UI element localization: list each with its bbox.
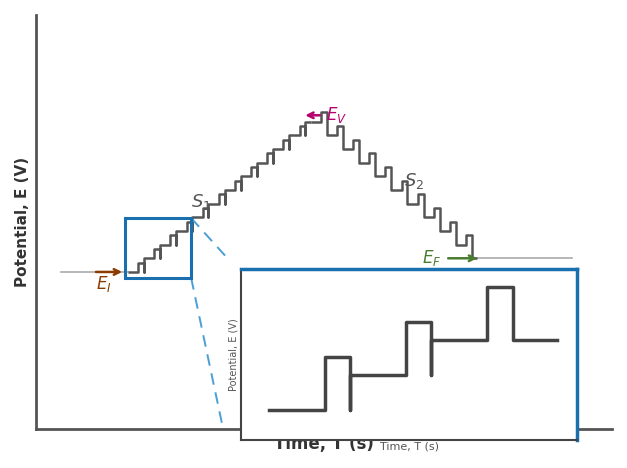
- Text: S$_1$: S$_1$: [191, 192, 212, 212]
- X-axis label: Time, T (s): Time, T (s): [379, 441, 439, 451]
- X-axis label: Time, T (s): Time, T (s): [274, 435, 374, 453]
- Text: S$_2$: S$_2$: [404, 171, 425, 191]
- Bar: [125, 218, 191, 278]
- Text: E$_V$: E$_V$: [325, 105, 347, 125]
- Text: E$_F$: E$_F$: [423, 249, 442, 268]
- Text: E$_I$: E$_I$: [96, 274, 112, 293]
- Y-axis label: Potential, E (V): Potential, E (V): [229, 318, 239, 391]
- Y-axis label: Potential, E (V): Potential, E (V): [15, 157, 30, 287]
